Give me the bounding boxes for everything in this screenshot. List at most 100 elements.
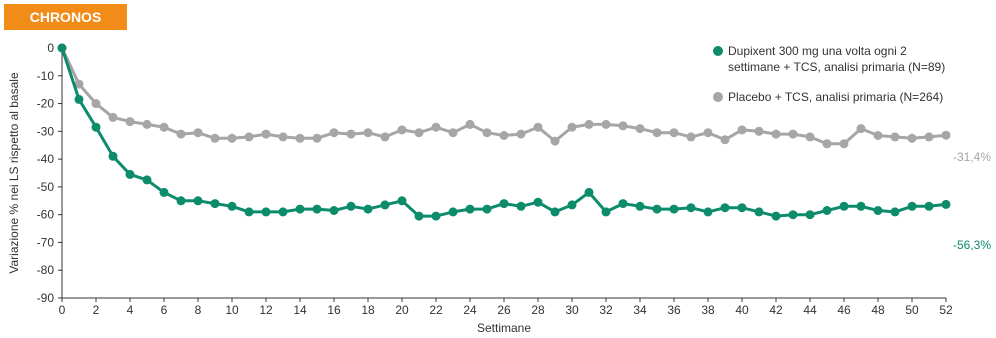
x-tick-label: 8 (195, 303, 202, 317)
data-point (397, 125, 407, 135)
data-point (193, 196, 203, 206)
data-point (244, 207, 254, 217)
data-point (261, 129, 271, 139)
data-point (754, 126, 764, 136)
data-point (448, 207, 458, 217)
data-point (584, 187, 594, 197)
x-tick-label: 38 (701, 303, 715, 317)
data-point (822, 139, 832, 149)
x-tick-label: 32 (599, 303, 613, 317)
data-point (907, 201, 917, 211)
x-tick-label: 44 (803, 303, 817, 317)
x-tick-label: 4 (127, 303, 134, 317)
data-point (703, 128, 713, 138)
data-point (771, 129, 781, 139)
y-tick-label: -40 (37, 152, 55, 166)
legend-label: Placebo + TCS, analisi primaria (N=264) (728, 90, 943, 104)
legend-label: Dupixent 300 mg una volta ogni 2 (728, 44, 907, 58)
data-point (108, 151, 118, 161)
data-point (278, 132, 288, 142)
data-point (856, 124, 866, 134)
data-point (584, 119, 594, 129)
y-tick-label: -70 (37, 235, 55, 249)
data-point (652, 128, 662, 138)
data-point (567, 122, 577, 132)
x-tick-label: 18 (361, 303, 375, 317)
data-point (890, 207, 900, 217)
data-point (941, 199, 951, 209)
data-point (822, 206, 832, 215)
data-point (686, 132, 696, 142)
x-tick-label: 30 (565, 303, 579, 317)
data-point (448, 128, 458, 138)
x-tick-label: 26 (497, 303, 511, 317)
data-point (516, 129, 526, 139)
data-point (346, 201, 356, 211)
data-point (142, 175, 152, 185)
y-axis-label: Variazione % nei LS rispetto al basale (7, 72, 21, 274)
data-point (397, 196, 407, 206)
data-point (431, 122, 441, 132)
data-point (482, 128, 492, 138)
x-tick-label: 22 (429, 303, 443, 317)
x-tick-label: 10 (225, 303, 239, 317)
data-point (210, 199, 220, 209)
data-point (771, 211, 781, 221)
data-point (244, 132, 254, 142)
data-point (873, 131, 883, 140)
data-point (227, 201, 237, 211)
data-point (159, 122, 169, 132)
end-label: -56,3% (953, 238, 991, 252)
y-tick-label: -30 (37, 124, 55, 138)
data-point (737, 125, 747, 135)
data-point (74, 79, 84, 89)
data-point (74, 94, 84, 104)
data-point (924, 132, 934, 142)
y-tick-label: -50 (37, 180, 55, 194)
legend-marker (713, 46, 723, 56)
data-point (125, 169, 135, 179)
x-tick-label: 12 (259, 303, 273, 317)
data-point (873, 206, 883, 215)
data-point (890, 132, 900, 142)
data-point (176, 196, 186, 206)
data-point (533, 122, 543, 132)
data-point (720, 203, 730, 213)
data-point (261, 207, 271, 217)
data-point (108, 112, 118, 122)
end-label: -31,4% (953, 150, 991, 164)
x-tick-label: 34 (633, 303, 647, 317)
data-point (550, 207, 560, 217)
data-point (278, 207, 288, 217)
y-tick-label: -90 (37, 291, 55, 305)
data-point (669, 204, 679, 214)
data-point (346, 129, 356, 139)
data-point (635, 201, 645, 211)
data-point (533, 197, 543, 207)
x-tick-label: 50 (905, 303, 919, 317)
y-tick-label: -10 (37, 69, 55, 83)
data-point (635, 124, 645, 134)
data-point (176, 129, 186, 139)
data-point (805, 132, 815, 142)
data-point (788, 129, 798, 139)
data-point (329, 206, 339, 215)
x-tick-label: 24 (463, 303, 477, 317)
data-point (516, 201, 526, 211)
data-point (788, 210, 798, 220)
data-point (601, 207, 611, 217)
x-tick-label: 2 (93, 303, 100, 317)
data-point (618, 199, 628, 209)
x-tick-label: 16 (327, 303, 341, 317)
data-point (737, 203, 747, 213)
data-point (312, 204, 322, 214)
x-tick-label: 42 (769, 303, 783, 317)
data-point (363, 128, 373, 138)
data-point (295, 204, 305, 214)
data-point (159, 187, 169, 197)
x-tick-label: 28 (531, 303, 545, 317)
data-point (618, 121, 628, 131)
data-point (414, 128, 424, 138)
